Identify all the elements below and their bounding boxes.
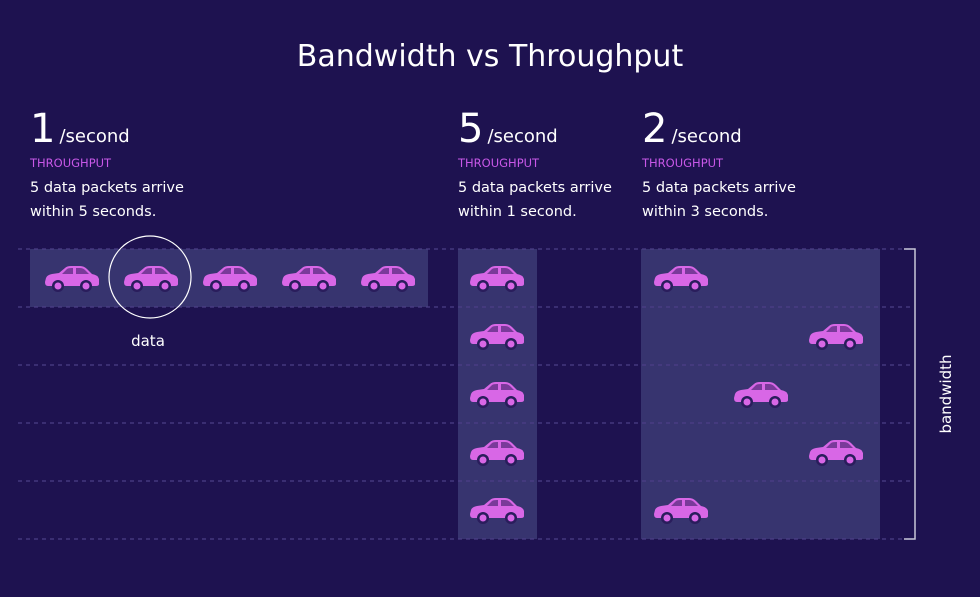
panel-2: 5/second THROUGHPUT 5 data packets arriv…: [457, 106, 612, 220]
rate-unit: /second: [487, 126, 557, 147]
rate: 2: [642, 106, 667, 152]
title: Bandwidth vs Throughput: [297, 39, 684, 74]
bandwidth-bracket: [904, 248, 916, 540]
rate: 1: [30, 106, 55, 152]
rate-line: 1/second: [30, 106, 130, 152]
description: 5 data packets arrive: [642, 180, 796, 196]
throughput-label: THROUGHPUT: [641, 156, 724, 170]
description: within 5 seconds.: [30, 204, 156, 220]
rate: 5: [458, 106, 483, 152]
panel-3: 2/second THROUGHPUT 5 data packets arriv…: [641, 106, 796, 220]
panel-1: 1/second THROUGHPUT 5 data packets arriv…: [29, 106, 184, 220]
highlight-circle: [108, 235, 192, 319]
rate-unit: /second: [59, 126, 129, 147]
description: 5 data packets arrive: [30, 180, 184, 196]
rate-line: 2/second: [642, 106, 742, 152]
bandwidth-label: bandwidth: [937, 354, 955, 433]
data-label: data: [131, 332, 165, 350]
description: within 3 seconds.: [642, 204, 768, 220]
description: within 1 second.: [458, 204, 577, 220]
throughput-label: THROUGHPUT: [457, 156, 540, 170]
description: 5 data packets arrive: [458, 180, 612, 196]
throughput-label: THROUGHPUT: [29, 156, 112, 170]
rate-line: 5/second: [458, 106, 558, 152]
rate-unit: /second: [671, 126, 741, 147]
